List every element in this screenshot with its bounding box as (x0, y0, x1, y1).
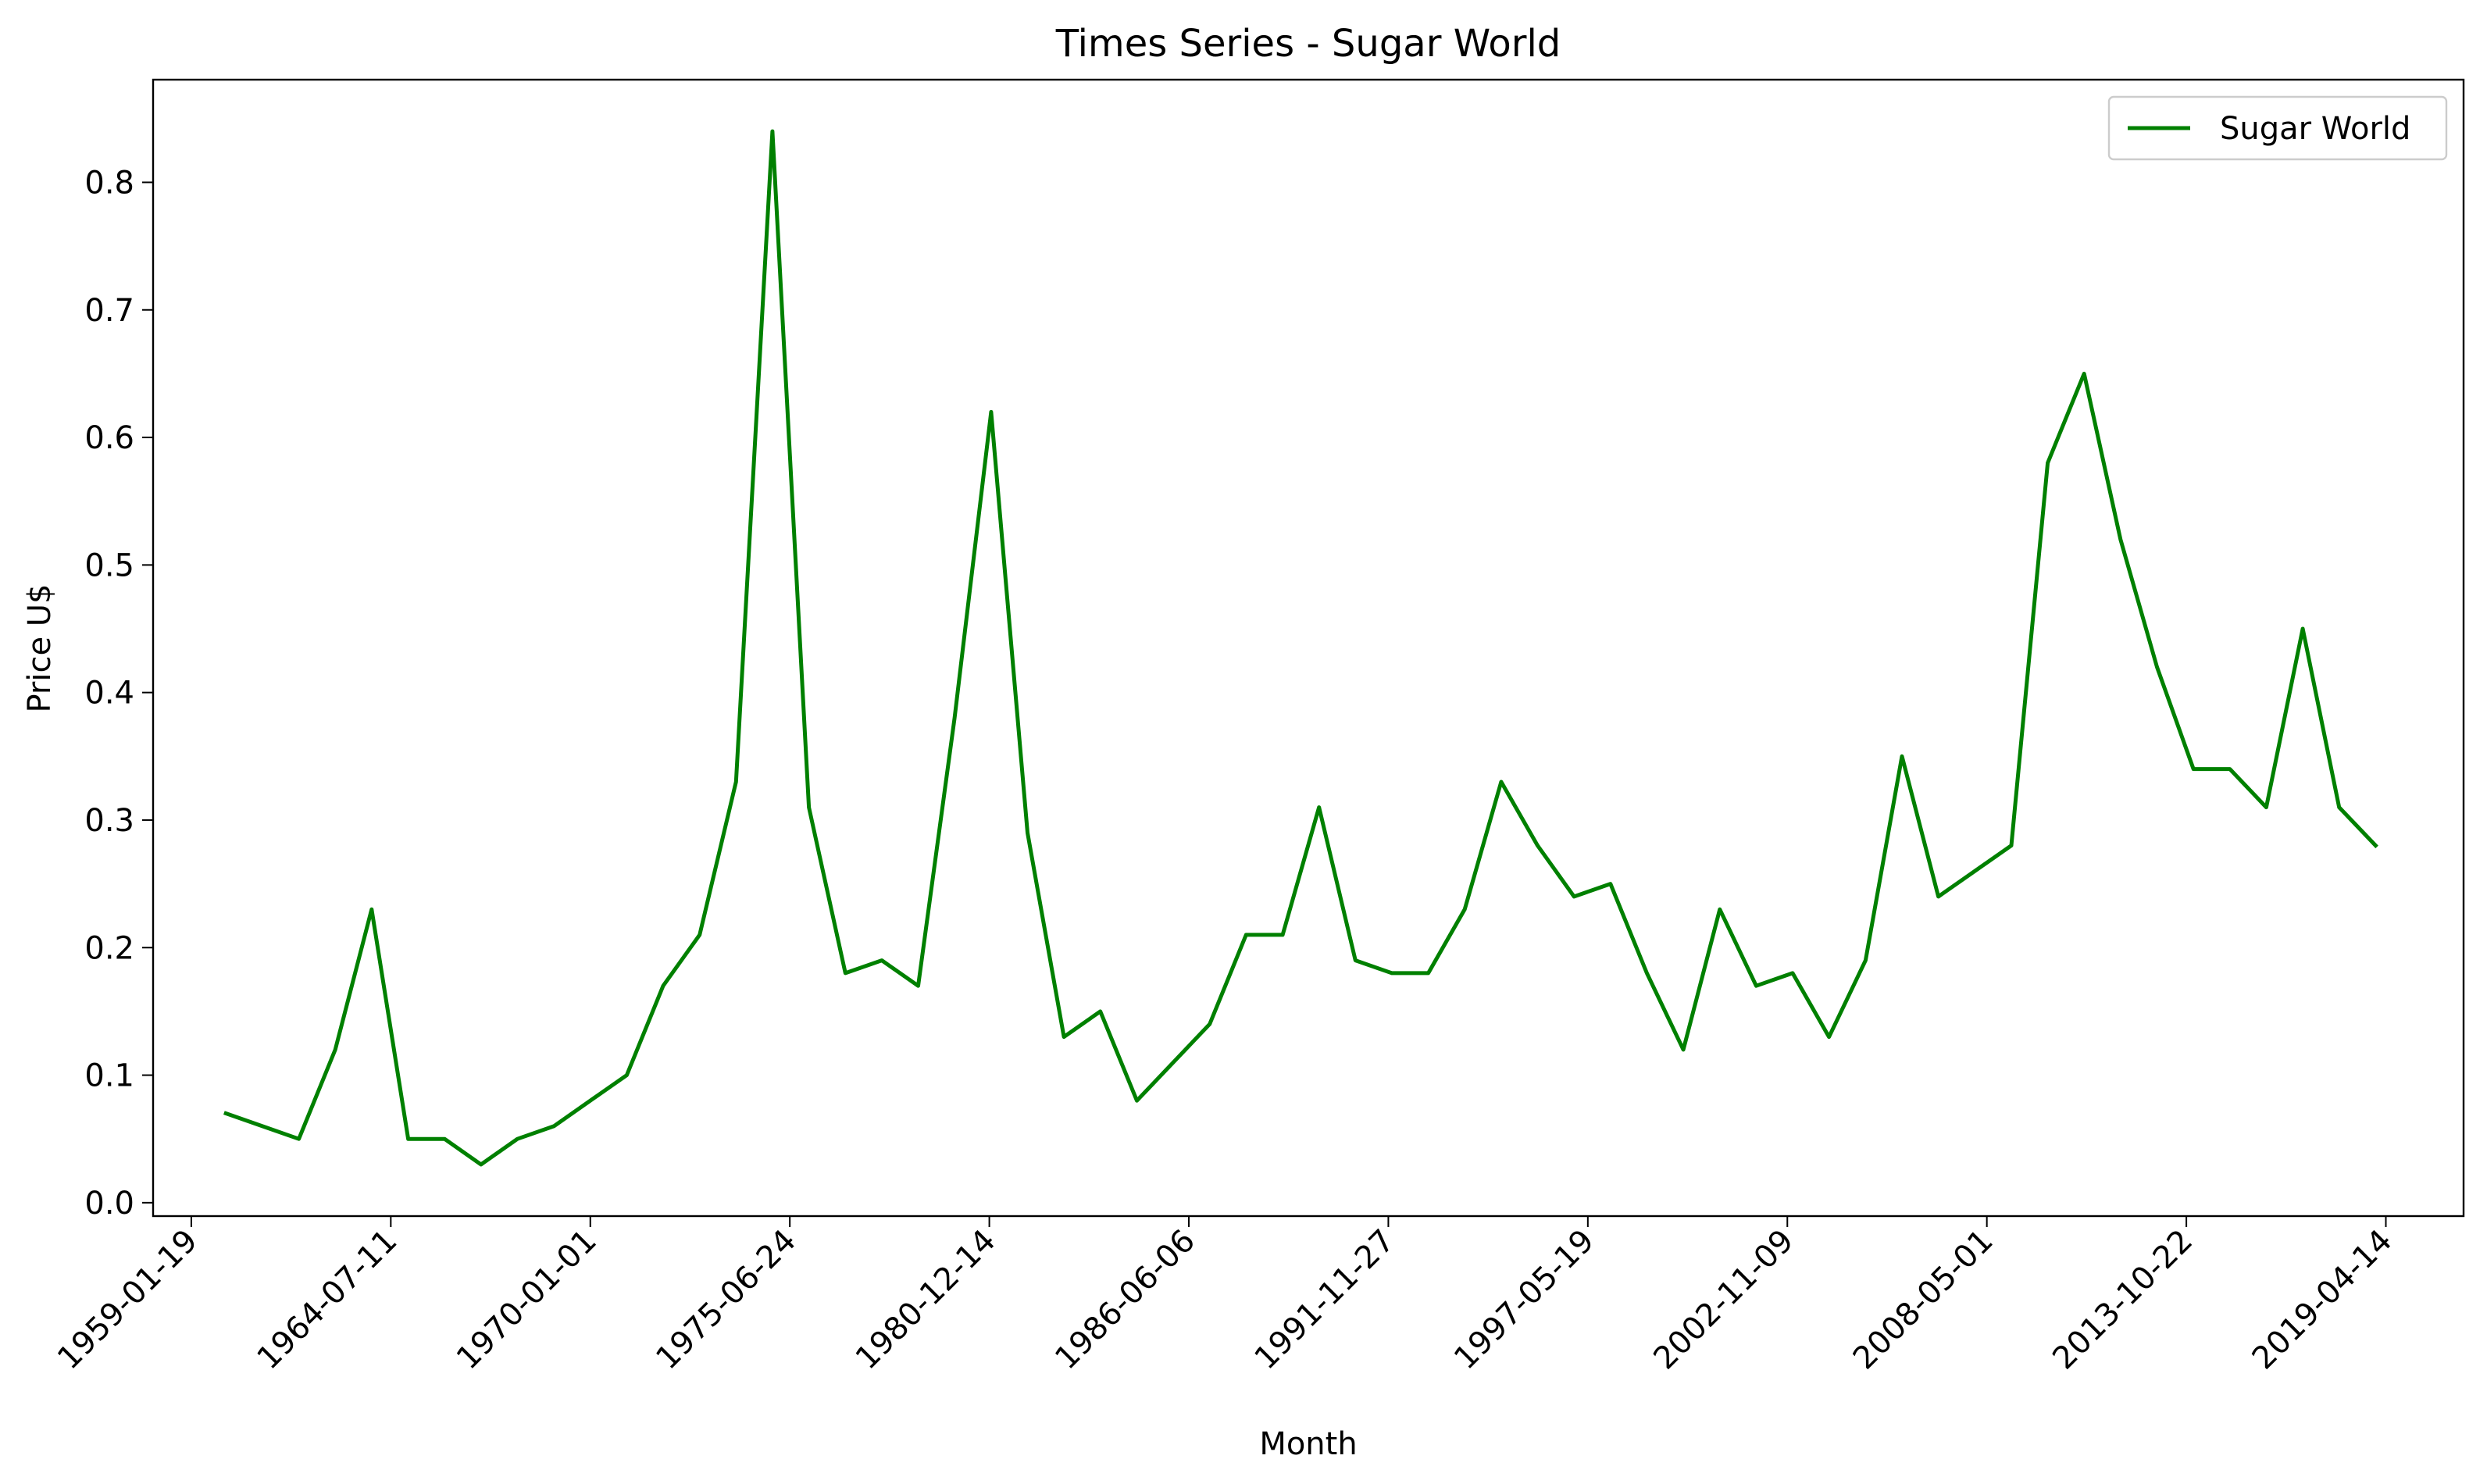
legend-label-sugar-world: Sugar World (2220, 111, 2410, 147)
y-tick-label: 0.2 (84, 930, 134, 966)
y-tick-label: 0.8 (84, 165, 134, 201)
x-tick-label: 1959-01-19 (51, 1223, 205, 1377)
x-tick-label: 1991-11-27 (1248, 1223, 1402, 1377)
x-tick-label: 1980-12-14 (849, 1223, 1003, 1377)
x-tick-label: 2019-04-14 (2246, 1223, 2400, 1377)
x-tick-label: 1964-07-11 (250, 1223, 404, 1377)
y-tick-label: 0.0 (84, 1186, 134, 1222)
plot-frame (152, 78, 2465, 1218)
y-tick-label: 0.4 (84, 676, 134, 712)
x-tick-label: 2002-11-09 (1647, 1223, 1800, 1377)
y-axis-label: Price U$ (22, 583, 58, 712)
x-tick-label: 2008-05-01 (1847, 1223, 2000, 1377)
series-layer (223, 129, 2378, 1167)
legend: Sugar World (2107, 95, 2448, 161)
chart-title: Times Series - Sugar World (1055, 22, 1561, 66)
x-tick-label: 2013-10-22 (2046, 1223, 2200, 1377)
y-axis: 0.0 0.1 0.2 0.3 0.4 0.5 0.6 0.7 0.8 (84, 165, 153, 1222)
legend-box (2107, 95, 2448, 161)
x-tick-label: 1986-06-06 (1048, 1223, 1202, 1377)
y-tick-label: 0.7 (84, 293, 134, 329)
x-axis: 1959-01-19 1964-07-11 1970-01-01 1975-06-24… (51, 1216, 2400, 1376)
x-tick-label: 1997-05-19 (1447, 1223, 1601, 1377)
x-axis-label: Month (1259, 1426, 1357, 1462)
y-tick-label: 0.6 (84, 420, 134, 456)
x-tick-label: 1975-06-24 (649, 1223, 803, 1377)
series-line-sugar-world (223, 129, 2378, 1167)
y-tick-label: 0.5 (84, 548, 134, 583)
y-tick-label: 0.3 (84, 803, 134, 839)
x-tick-label: 1970-01-01 (450, 1223, 604, 1377)
y-tick-label: 0.1 (84, 1058, 134, 1094)
